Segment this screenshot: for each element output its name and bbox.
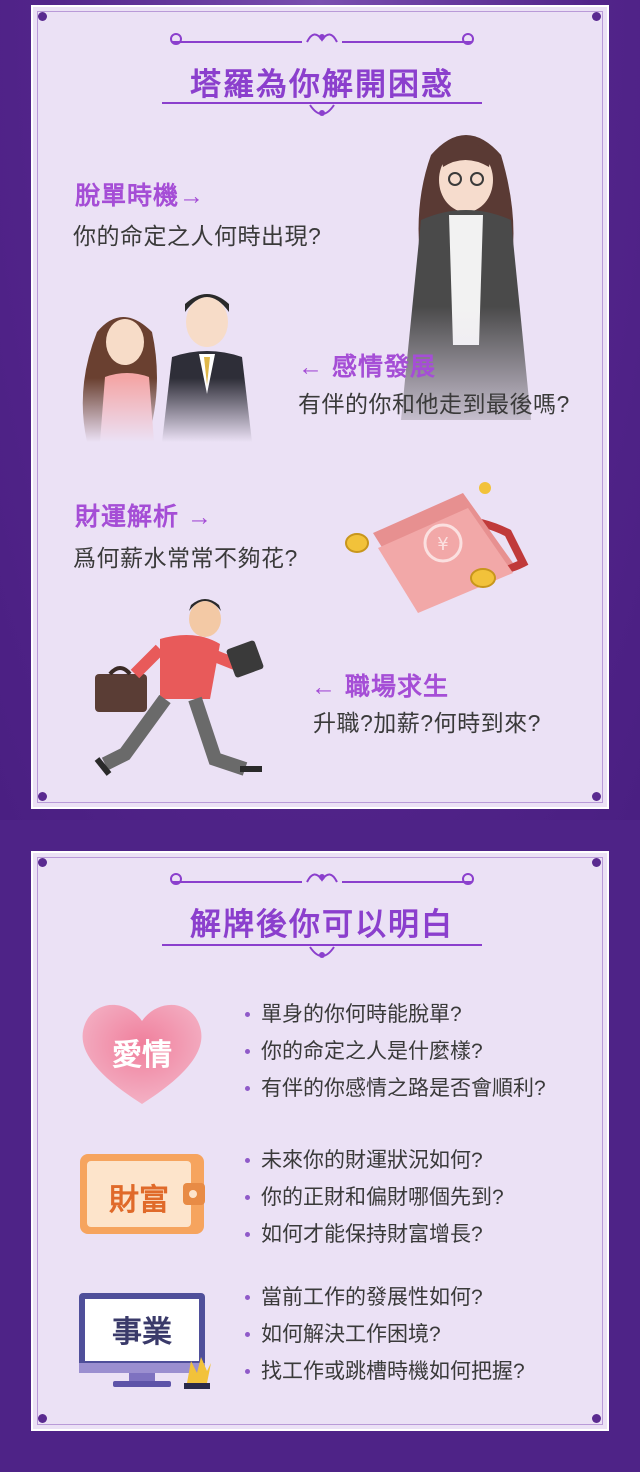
money-stack-illustration: ¥	[345, 482, 529, 613]
wallet-icon	[80, 1154, 205, 1234]
wealth-question-list: 未來你的財運狀況如何? 你的正財和偏財哪個先到? 如何才能保持財富增長?	[243, 1142, 504, 1253]
tarot-topics-card: 塔羅為你解開困惑 脫單時機→ 你的命定之人何時出現?	[31, 5, 609, 809]
ornament-top-icon	[170, 33, 474, 45]
corner-dot	[589, 789, 605, 805]
section-title: 塔羅為你解開困惑	[190, 67, 454, 102]
monitor-icon	[79, 1293, 211, 1389]
list-item: 有伴的你感情之路是否會順利?	[243, 1070, 546, 1107]
couple-illustration	[77, 282, 252, 442]
career-icon-block: 事業	[79, 1293, 219, 1393]
list-item: 如何解決工作困境?	[243, 1316, 525, 1353]
ornament-bottom-icon	[162, 944, 482, 958]
wealth-label: 財富	[109, 1184, 169, 1217]
ornament-top-icon	[170, 873, 474, 885]
list-item: 你的正財和偏財哪個先到?	[243, 1179, 504, 1216]
list-item: 未來你的財運狀況如何?	[243, 1142, 504, 1179]
list-item: 找工作或跳槽時機如何把握?	[243, 1353, 525, 1390]
love-question-list: 單身的你何時能脫單? 你的命定之人是什麼樣? 有伴的你感情之路是否會順利?	[243, 996, 546, 1107]
corner-dot	[589, 855, 605, 871]
topic-title-career: ← 職場求生	[311, 673, 449, 701]
corner-dot	[589, 1411, 605, 1427]
svg-text:¥: ¥	[437, 534, 448, 555]
heart-icon	[82, 1004, 202, 1104]
love-icon-block: 愛情	[77, 999, 207, 1109]
career-label: 事業	[112, 1316, 172, 1349]
corner-dot	[35, 9, 51, 25]
corner-dot	[35, 855, 51, 871]
list-item: 單身的你何時能脫單?	[243, 996, 546, 1033]
list-item: 如何才能保持財富增長?	[243, 1216, 504, 1253]
topic-question-finance: 爲何薪水常常不夠花?	[73, 545, 298, 571]
topic-question-dating: 你的命定之人何時出現?	[73, 223, 322, 249]
thinking-woman-illustration	[391, 125, 541, 455]
career-question-list: 當前工作的發展性如何? 如何解決工作困境? 找工作或跳槽時機如何把握?	[243, 1279, 525, 1390]
running-businessman-illustration	[94, 599, 264, 776]
corner-dot	[35, 1411, 51, 1427]
topic-title-relationship: ← 感情發展	[298, 353, 436, 381]
list-item: 你的命定之人是什麼樣?	[243, 1033, 546, 1070]
insights-card: 解牌後你可以明白 愛情 單身的你何時能脫單? 你的命定之人是什麼樣? 有伴的你感…	[31, 851, 609, 1431]
topic-title-finance: 財運解析 →	[75, 503, 213, 531]
corner-dot	[589, 9, 605, 25]
love-label: 愛情	[112, 1039, 172, 1072]
section-title: 解牌後你可以明白	[190, 907, 454, 942]
topic-question-relationship: 有伴的你和他走到最後嗎?	[298, 391, 570, 417]
topic-question-career: 升職?加薪?何時到來?	[313, 710, 541, 736]
topic-title-dating: 脫單時機→	[75, 182, 206, 210]
list-item: 當前工作的發展性如何?	[243, 1279, 525, 1316]
ornament-bottom-icon	[162, 102, 482, 116]
corner-dot	[35, 789, 51, 805]
wealth-icon-block: 財富	[79, 1153, 209, 1237]
